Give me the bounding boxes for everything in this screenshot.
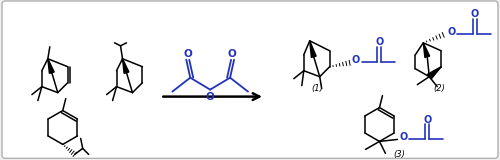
Polygon shape [310, 41, 316, 57]
Text: (2): (2) [434, 84, 445, 93]
Text: O: O [184, 49, 192, 59]
Text: (1): (1) [312, 84, 324, 93]
Text: O: O [206, 92, 214, 102]
Text: O: O [399, 132, 407, 142]
Polygon shape [122, 59, 129, 73]
Text: O: O [352, 55, 360, 65]
Polygon shape [48, 59, 54, 73]
Text: O: O [376, 37, 384, 47]
Text: (3): (3) [394, 150, 406, 159]
FancyBboxPatch shape [2, 1, 498, 158]
Text: O: O [471, 9, 479, 19]
Text: O: O [447, 27, 456, 37]
Text: O: O [423, 115, 432, 124]
Polygon shape [424, 43, 430, 57]
Text: O: O [228, 49, 236, 59]
Polygon shape [428, 67, 441, 79]
